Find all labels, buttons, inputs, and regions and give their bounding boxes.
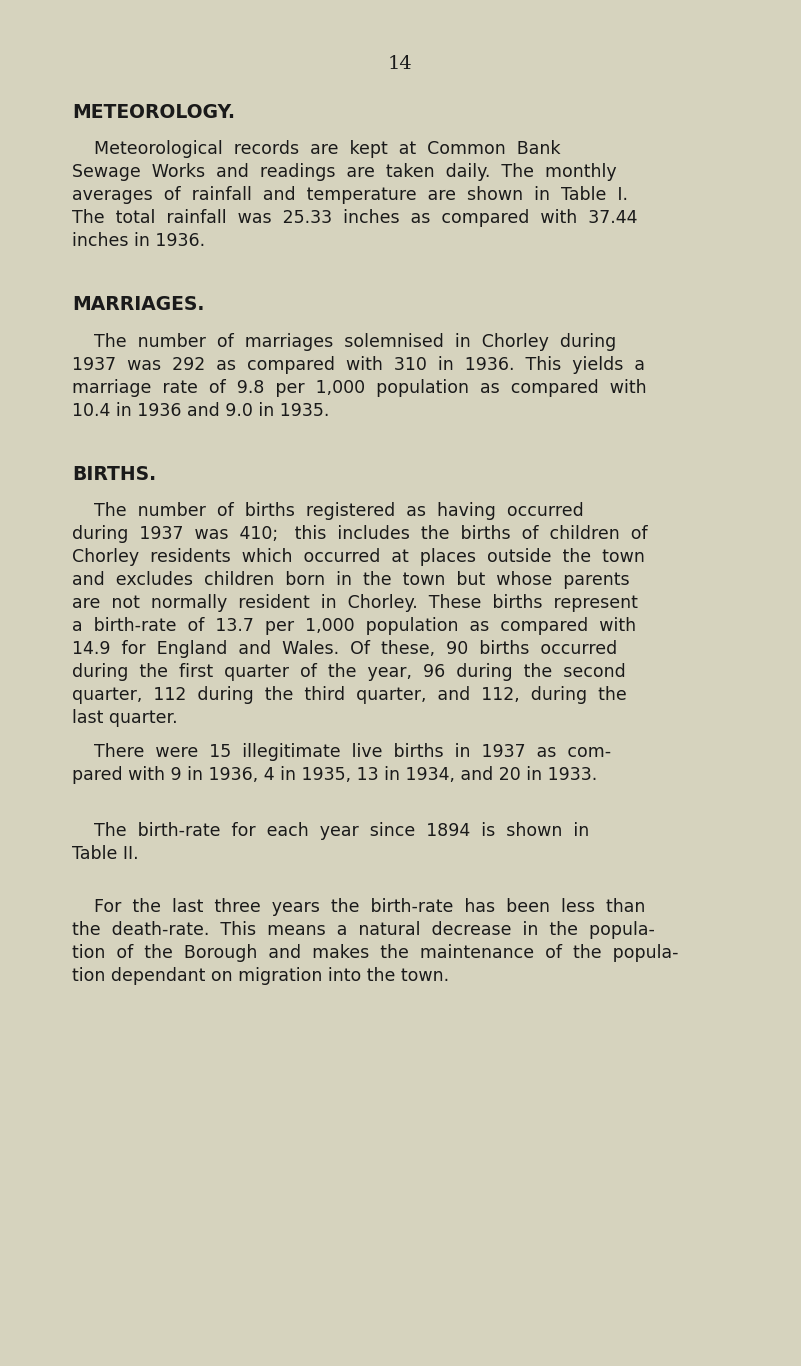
Text: 14.9  for  England  and  Wales.  Of  these,  90  births  occurred: 14.9 for England and Wales. Of these, 90… <box>72 641 618 658</box>
Text: the  death-rate.  This  means  a  natural  decrease  in  the  popula-: the death-rate. This means a natural dec… <box>72 921 655 938</box>
Text: are  not  normally  resident  in  Chorley.  These  births  represent: are not normally resident in Chorley. Th… <box>72 594 638 612</box>
Text: averages  of  rainfall  and  temperature  are  shown  in  Table  I.: averages of rainfall and temperature are… <box>72 186 628 204</box>
Text: The  number  of  marriages  solemnised  in  Chorley  during: The number of marriages solemnised in Ch… <box>72 333 616 351</box>
Text: The  total  rainfall  was  25.33  inches  as  compared  with  37.44: The total rainfall was 25.33 inches as c… <box>72 209 638 227</box>
Text: tion  of  the  Borough  and  makes  the  maintenance  of  the  popula-: tion of the Borough and makes the mainte… <box>72 944 678 962</box>
Text: and  excludes  children  born  in  the  town  but  whose  parents: and excludes children born in the town b… <box>72 571 630 589</box>
Text: The  birth-rate  for  each  year  since  1894  is  shown  in: The birth-rate for each year since 1894 … <box>72 822 590 840</box>
Text: Sewage  Works  and  readings  are  taken  daily.  The  monthly: Sewage Works and readings are taken dail… <box>72 163 617 182</box>
Text: a  birth-rate  of  13.7  per  1,000  population  as  compared  with: a birth-rate of 13.7 per 1,000 populatio… <box>72 617 636 635</box>
Text: Chorley  residents  which  occurred  at  places  outside  the  town: Chorley residents which occurred at plac… <box>72 548 645 566</box>
Text: during  the  first  quarter  of  the  year,  96  during  the  second: during the first quarter of the year, 96… <box>72 663 626 682</box>
Text: 1937  was  292  as  compared  with  310  in  1936.  This  yields  a: 1937 was 292 as compared with 310 in 193… <box>72 357 645 374</box>
Text: inches in 1936.: inches in 1936. <box>72 232 205 250</box>
Text: For  the  last  three  years  the  birth-rate  has  been  less  than: For the last three years the birth-rate … <box>72 897 646 917</box>
Text: last quarter.: last quarter. <box>72 709 178 727</box>
Text: METEOROLOGY.: METEOROLOGY. <box>72 102 235 122</box>
Text: Table II.: Table II. <box>72 846 139 863</box>
Text: pared with 9 in 1936, 4 in 1935, 13 in 1934, and 20 in 1933.: pared with 9 in 1936, 4 in 1935, 13 in 1… <box>72 766 598 784</box>
Text: MARRIAGES.: MARRIAGES. <box>72 295 204 314</box>
Text: The  number  of  births  registered  as  having  occurred: The number of births registered as havin… <box>72 501 584 520</box>
Text: There  were  15  illegitimate  live  births  in  1937  as  com-: There were 15 illegitimate live births i… <box>72 743 611 761</box>
Text: BIRTHS.: BIRTHS. <box>72 464 156 484</box>
Text: during  1937  was  410;   this  includes  the  births  of  children  of: during 1937 was 410; this includes the b… <box>72 525 648 544</box>
Text: Meteorological  records  are  kept  at  Common  Bank: Meteorological records are kept at Commo… <box>72 139 561 158</box>
Text: quarter,  112  during  the  third  quarter,  and  112,  during  the: quarter, 112 during the third quarter, a… <box>72 686 626 703</box>
Text: marriage  rate  of  9.8  per  1,000  population  as  compared  with: marriage rate of 9.8 per 1,000 populatio… <box>72 378 646 398</box>
Text: tion dependant on migration into the town.: tion dependant on migration into the tow… <box>72 967 449 985</box>
Text: 10.4 in 1936 and 9.0 in 1935.: 10.4 in 1936 and 9.0 in 1935. <box>72 402 329 419</box>
Text: 14: 14 <box>388 55 413 72</box>
